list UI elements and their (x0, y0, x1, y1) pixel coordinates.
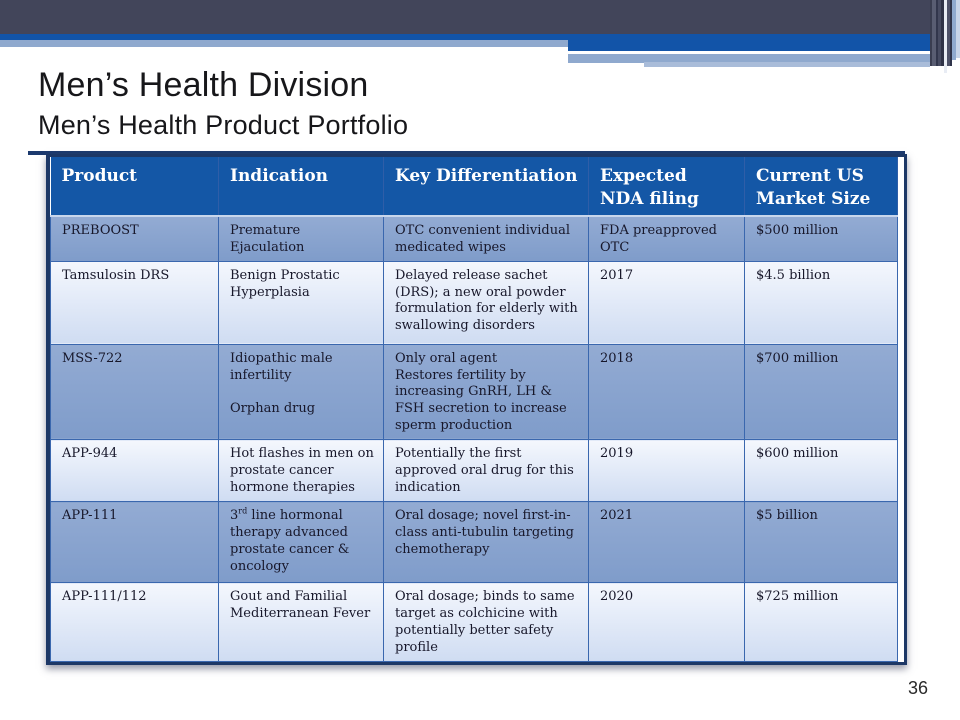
key-differentiation-text: Potentially the first approved oral drug… (395, 446, 574, 495)
decor-stripe (956, 0, 960, 58)
cell-product: Tamsulosin DRS (50, 260, 219, 345)
col-header-indication: Indication (218, 157, 384, 217)
page-number: 36 (908, 678, 929, 698)
cell-indication: Benign Prostatic Hyperplasia (218, 260, 384, 345)
product-portfolio-table: Product Indication Key Differentiation E… (46, 154, 907, 665)
table-row-tamsulosin-drs: Tamsulosin DRS Benign Prostatic Hyperpla… (50, 260, 898, 345)
table-row-mss-722: MSS-722 Idiopathic male infertility Orph… (50, 343, 898, 441)
ordinal-suffix: rd (238, 506, 248, 516)
cell-market-size: $500 million (744, 215, 898, 262)
indication-rest: line hormonal therapy advanced prostate … (230, 508, 350, 574)
cell-market-size: $725 million (744, 582, 898, 662)
decor-stripe (930, 0, 932, 66)
cell-indication: Hot flashes in men on prostate cancer ho… (218, 439, 384, 503)
col-header-expected-nda-filing: Expected NDA filing (588, 157, 745, 217)
cell-market-size: $4.5 billion (744, 260, 898, 345)
cell-market-size: $5 billion (744, 501, 898, 584)
decor-stripe (936, 0, 938, 66)
cell-key-differentiation: Potentially the first approved oral drug… (383, 439, 589, 503)
key-differentiation-text: OTC convenient individual medicated wipe… (395, 222, 570, 255)
cell-key-differentiation: Delayed release sachet (DRS); a new oral… (383, 260, 589, 345)
cell-expected-nda-filing: 2021 (588, 501, 745, 584)
banner-lightblue-band-left (0, 40, 568, 47)
banner-dark-band (0, 0, 960, 34)
banner-lightblue-band-right-lower (644, 62, 930, 67)
banner-lightblue-band-right (568, 54, 935, 63)
cell-key-differentiation: OTC convenient individual medicated wipe… (383, 215, 589, 262)
portfolio-table: Product Indication Key Differentiation E… (50, 157, 898, 662)
decor-stripe (932, 0, 936, 66)
key-differentiation-text: Oral dosage; novel first-in-class anti-t… (395, 508, 574, 557)
cell-expected-nda-filing: 2020 (588, 582, 745, 662)
key-differentiation-text: Restores fertility by increasing GnRH, L… (395, 367, 567, 434)
title-underline (28, 151, 905, 155)
indication-text: Benign Prostatic Hyperplasia (230, 267, 340, 300)
table-row-app-111-112: APP-111/112 Gout and Familial Mediterran… (50, 582, 898, 662)
key-differentiation-text: Delayed release sachet (DRS); a new oral… (395, 267, 578, 334)
cell-market-size: $600 million (744, 439, 898, 503)
indication-text: 3rd line hormonal therapy advanced prost… (230, 506, 375, 576)
banner-blue-band-right (568, 40, 960, 51)
indication-text: Orphan drug (230, 401, 316, 417)
slide-title: Men’s Health Division (38, 66, 369, 104)
cell-market-size: $700 million (744, 343, 898, 441)
decor-stripe (944, 0, 947, 73)
indication-text: Hot flashes in men on prostate cancer ho… (230, 446, 374, 495)
cell-product: MSS-722 (50, 343, 219, 441)
cell-expected-nda-filing: 2019 (588, 439, 745, 503)
key-differentiation-text: Only oral agent (395, 350, 498, 366)
table-row-app-944: APP-944 Hot flashes in men on prostate c… (50, 439, 898, 503)
cell-product: PREBOOST (50, 215, 219, 262)
decor-stripe (938, 0, 941, 66)
header-row: Product Indication Key Differentiation E… (50, 157, 898, 217)
cell-indication: 3rd line hormonal therapy advanced prost… (218, 501, 384, 584)
ordinal-number: 3 (230, 508, 239, 524)
cell-product: APP-111 (50, 501, 219, 584)
table-row-preboost: PREBOOST Premature Ejaculation OTC conve… (50, 215, 898, 262)
col-header-current-us-market-size: Current US Market Size (744, 157, 898, 217)
key-differentiation-text: Oral dosage; binds to same target as col… (395, 589, 575, 655)
decor-stripe (947, 0, 950, 66)
slide-subtitle: Men’s Health Product Portfolio (38, 110, 409, 140)
indication-text: Gout and Familial Mediterranean Fever (230, 589, 371, 621)
decor-stripe (941, 0, 944, 66)
col-header-key-differentiation: Key Differentiation (383, 157, 589, 217)
cell-key-differentiation: Oral dosage; binds to same target as col… (383, 582, 589, 662)
cell-indication: Idiopathic male infertility Orphan drug (218, 343, 384, 441)
banner-white-line (568, 51, 890, 54)
banner-blue-band (0, 34, 960, 40)
cell-product: APP-944 (50, 439, 219, 503)
indication-text: Idiopathic male infertility (230, 350, 333, 383)
decor-stripe (950, 0, 952, 66)
cell-expected-nda-filing: 2017 (588, 260, 745, 345)
cell-expected-nda-filing: 2018 (588, 343, 745, 441)
cell-indication: Premature Ejaculation (218, 215, 384, 262)
cell-indication: Gout and Familial Mediterranean Fever (218, 582, 384, 662)
decor-stripe (952, 0, 956, 60)
cell-expected-nda-filing: FDA preapproved OTC (588, 215, 745, 262)
cell-product: APP-111/112 (50, 582, 219, 662)
indication-text: Premature Ejaculation (230, 222, 305, 255)
cell-key-differentiation: Oral dosage; novel first-in-class anti-t… (383, 501, 589, 584)
col-header-product: Product (50, 157, 219, 217)
table-row-app-111: APP-111 3rd line hormonal therapy advanc… (50, 501, 898, 584)
cell-key-differentiation: Only oral agent Restores fertility by in… (383, 343, 589, 441)
